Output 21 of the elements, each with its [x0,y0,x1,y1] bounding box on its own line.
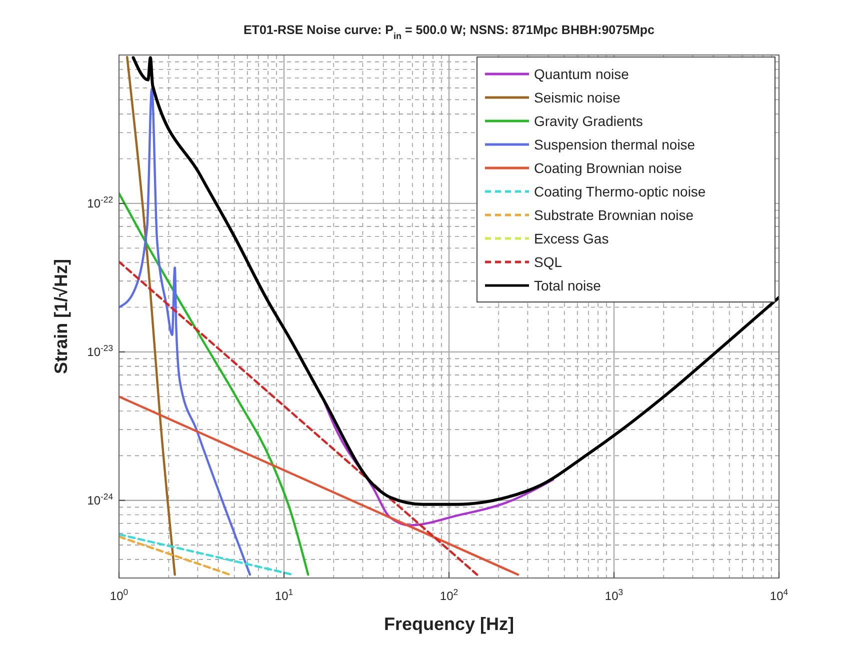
legend-label: Coating Brownian noise [534,160,682,176]
chart-title: ET01-RSE Noise curve: P$_{in}$ = 500.0 W; NSNS: 871Mpc BHBH:9075Mpc [243,23,655,41]
x-tick-label: 10$^{2}$ [440,587,458,603]
legend-label: Total noise [534,278,602,294]
legend-label: Quantum noise [534,66,630,82]
legend-label: Seismic noise [534,90,621,106]
y-tick-label: 10$^{-24}$ [87,491,114,508]
legend-label: Coating Thermo-optic noise [534,184,706,200]
x-tick-label: 10$^{4}$ [770,587,788,603]
x-tick-label: 10$^{0}$ [110,587,128,603]
x-tick-label: 10$^{1}$ [274,587,294,603]
y-axis-title: Strain [1/√Hz] [51,259,71,374]
y-tick-label: 10$^{-22}$ [87,194,114,210]
y-tick-label: 10$^{-23}$ [87,342,114,359]
legend-label: SQL [534,254,562,270]
x-tick-label: 10$^{3}$ [604,587,624,603]
legend-label: Suspension thermal noise [534,136,696,152]
x-axis-title: Frequency [Hz] [384,614,514,634]
legend-label: Substrate Brownian noise [534,207,694,223]
legend-label: Gravity Gradients [534,113,643,129]
legend-label: Excess Gas [534,230,609,246]
